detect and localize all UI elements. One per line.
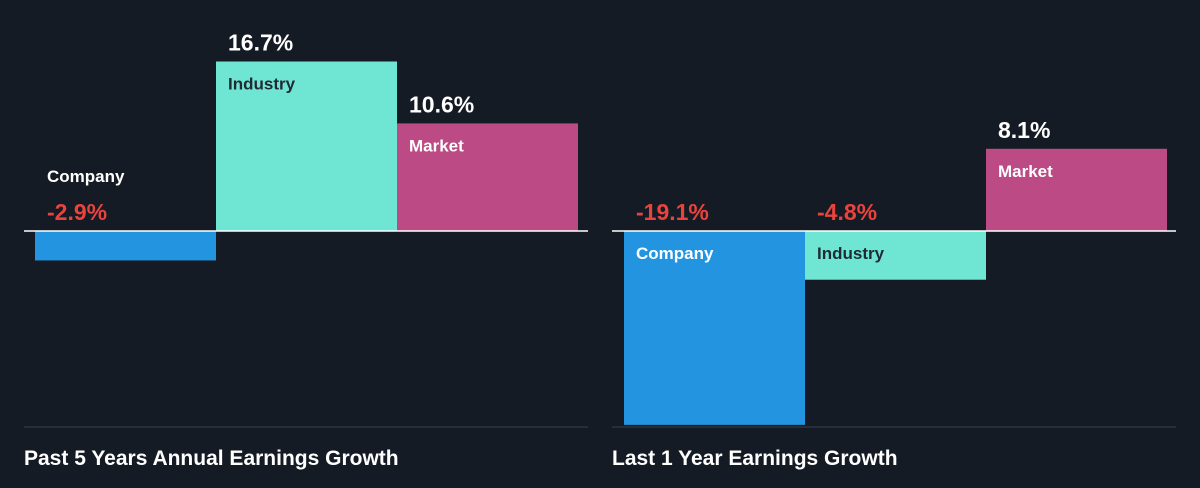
one-year-category-label-company: Company [636, 244, 714, 263]
one-year-value-label-company: -19.1% [636, 199, 709, 225]
one-year-bar-company [624, 231, 805, 425]
five-year-bar-market [397, 123, 578, 231]
one-year-chart-title: Last 1 Year Earnings Growth [612, 447, 898, 470]
one-year-bar-industry [805, 231, 986, 280]
one-year-bar-market [986, 148, 1167, 231]
five-year-value-label-company: -2.9% [47, 199, 107, 225]
five-year-bar-company [35, 231, 216, 261]
five-year-category-label-market: Market [409, 136, 464, 155]
one-year-category-label-market: Market [998, 162, 1053, 181]
five-year-category-label-company: Company [47, 167, 125, 186]
one-year-category-label-industry: Industry [817, 244, 885, 263]
five-year-value-label-industry: 16.7% [228, 29, 293, 55]
five-year-bar-industry [216, 61, 397, 232]
five-year-category-label-industry: Industry [228, 74, 296, 93]
five-year-value-label-market: 10.6% [409, 91, 474, 117]
one-year-value-label-market: 8.1% [998, 117, 1050, 143]
five-year-chart-title: Past 5 Years Annual Earnings Growth [24, 447, 399, 470]
one-year-value-label-industry: -4.8% [817, 199, 877, 225]
